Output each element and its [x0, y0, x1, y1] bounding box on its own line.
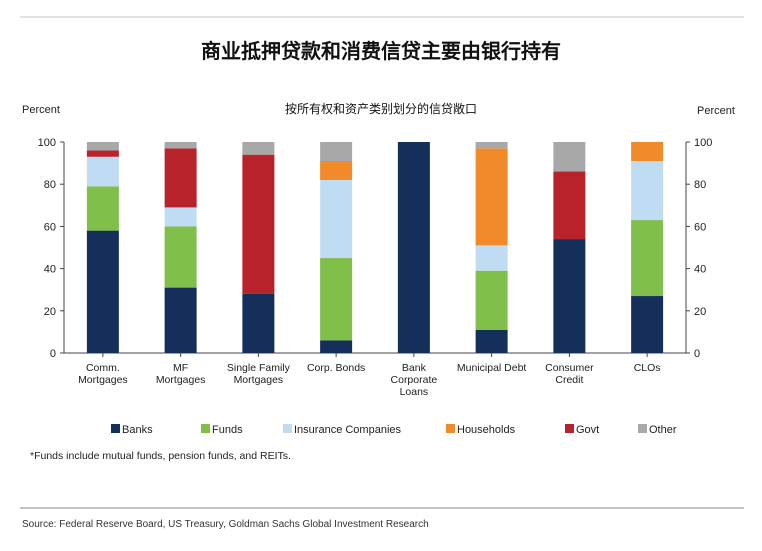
- bar-single-family-mortgages-other: [242, 142, 275, 155]
- legend: Banks Funds Insurance Companies Households G…: [111, 424, 677, 436]
- y-tick-label-left: 60: [44, 221, 56, 233]
- x-tick-label: CLOs: [634, 362, 661, 374]
- legend-label-banks: Banks: [122, 424, 153, 436]
- bar-single-family-mortgages-govt: [242, 154, 275, 294]
- chart-title: 商业抵押贷款和消费信贷主要由银行持有: [201, 39, 561, 63]
- bar-consumer-credit-banks: [553, 239, 586, 353]
- x-tick-label: Single Family Mortgages: [227, 362, 291, 386]
- bar-clos-households: [631, 142, 664, 161]
- legend-swatch-funds: [201, 424, 210, 433]
- legend-label-households: Households: [457, 424, 516, 436]
- bar-comm-mortgages-banks: [86, 230, 119, 353]
- y-tick-label-right: 0: [694, 348, 700, 360]
- legend-swatch-other: [638, 424, 647, 433]
- chart-subtitle: 按所有权和资产类别划分的信贷敞口: [285, 101, 477, 116]
- legend-swatch-govt: [565, 424, 574, 433]
- y-tick-label-left: 80: [44, 179, 56, 191]
- bar-municipal-debt-households: [475, 148, 508, 246]
- legend-label-govt: Govt: [576, 424, 599, 436]
- bar-consumer-credit-govt: [553, 171, 586, 240]
- y-tick-label-left: 20: [44, 306, 56, 318]
- bar-clos-banks: [631, 296, 664, 353]
- y-tick-label-left: 40: [44, 264, 56, 276]
- bar-comm-mortgages-funds: [86, 186, 119, 231]
- legend-label-funds: Funds: [212, 424, 243, 436]
- y-tick-label-right: 60: [694, 221, 706, 233]
- y-tick-label-left: 0: [50, 348, 56, 360]
- x-tick-label: MF Mortgages: [156, 362, 206, 386]
- bar-mf-mortgages-govt: [164, 148, 197, 208]
- bar-municipal-debt-other: [475, 142, 508, 149]
- y-tick-label-right: 20: [694, 306, 706, 318]
- bar-municipal-debt-funds: [475, 270, 508, 330]
- bar-corp-bonds-other: [320, 142, 353, 161]
- y-tick-label-right: 100: [694, 137, 712, 149]
- bar-corp-bonds-funds: [320, 258, 353, 341]
- x-tick-label: Bank Corporate Loans: [391, 362, 438, 398]
- y-tick-label-right: 80: [694, 179, 706, 191]
- bar-clos-funds: [631, 220, 664, 297]
- legend-swatch-households: [446, 424, 455, 433]
- bar-municipal-debt-banks: [475, 329, 508, 353]
- legend-label-insurance-companies: Insurance Companies: [294, 424, 402, 436]
- bar-mf-mortgages-other: [164, 142, 197, 149]
- x-tick-label: Comm. Mortgages: [78, 362, 128, 386]
- y-tick-label-left: 100: [38, 137, 56, 149]
- x-tick-label: Corp. Bonds: [307, 362, 365, 374]
- bar-comm-mortgages-govt: [86, 150, 119, 157]
- source-note: Source: Federal Reserve Board, US Treasu…: [22, 519, 429, 530]
- bar-corp-bonds-banks: [320, 340, 353, 353]
- bar-comm-mortgages-other: [86, 142, 119, 151]
- bar-mf-mortgages-funds: [164, 226, 197, 288]
- bar-mf-mortgages-insurance-companies: [164, 207, 197, 227]
- plot-area: 0 0 20 20 40 40 60 60 80 80 100 100 Comm. Mortgages MF…: [38, 137, 713, 398]
- legend-label-other: Other: [649, 424, 677, 436]
- y-axis-label-left: Percent: [22, 104, 60, 116]
- bar-clos-insurance-companies: [631, 160, 664, 221]
- bar-mf-mortgages-banks: [164, 287, 197, 353]
- bar-municipal-debt-insurance-companies: [475, 245, 508, 271]
- x-tick-label: Consumer Credit: [545, 362, 594, 386]
- bar-bank-corporate-loans-banks: [397, 142, 430, 353]
- bar-corp-bonds-insurance-companies: [320, 179, 353, 259]
- bar-comm-mortgages-insurance-companies: [86, 156, 119, 187]
- x-tick-label: Municipal Debt: [457, 362, 527, 374]
- footnote: *Funds include mutual funds, pension fun…: [30, 450, 291, 462]
- bar-consumer-credit-other: [553, 142, 586, 172]
- bar-single-family-mortgages-banks: [242, 293, 275, 353]
- legend-swatch-insurance-companies: [283, 424, 292, 433]
- bar-corp-bonds-households: [320, 160, 353, 180]
- y-axis-label-right: Percent: [697, 105, 735, 117]
- y-tick-label-right: 40: [694, 264, 706, 276]
- legend-swatch-banks: [111, 424, 120, 433]
